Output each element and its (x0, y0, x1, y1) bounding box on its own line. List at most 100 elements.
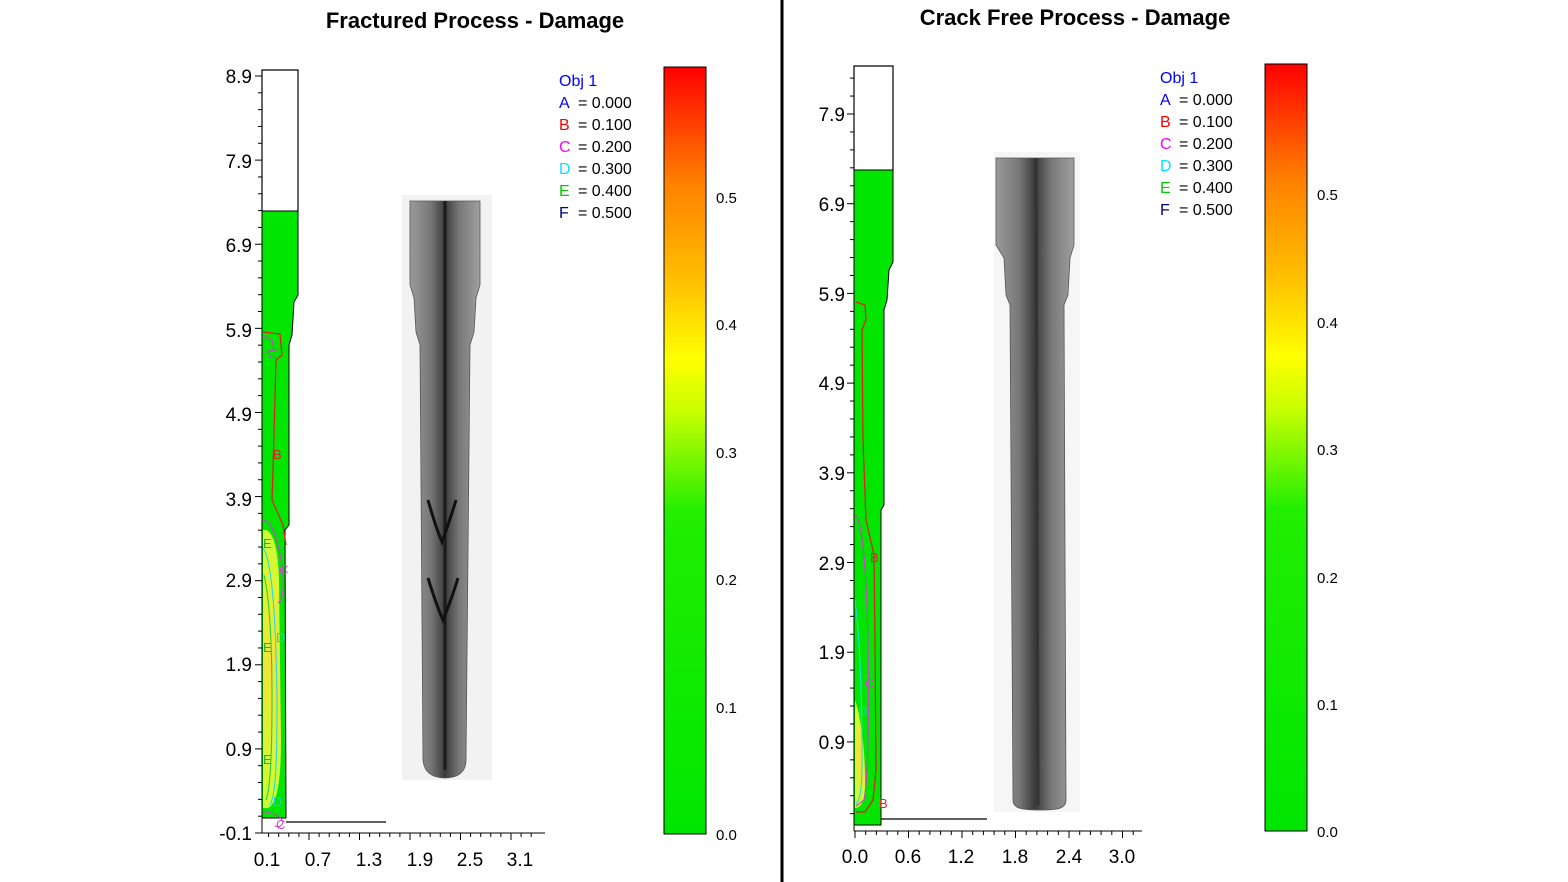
legend-key: E (559, 183, 570, 200)
contour-label: E (263, 752, 272, 767)
x-axis-ticks (854, 831, 1134, 838)
legend-key: A (559, 95, 570, 112)
colorbar-tick-label: 0.1 (1317, 697, 1338, 714)
legend-key: D (1160, 158, 1172, 175)
contour-label: B (879, 796, 888, 811)
x-tick-label: 1.9 (407, 850, 433, 871)
colorbar-tick-label: 0.3 (716, 445, 737, 462)
legend-key: F (559, 205, 569, 222)
contour-d (854, 599, 863, 805)
colorbar-gradient (663, 66, 707, 835)
y-tick-label: 6.9 (226, 236, 252, 257)
legend-row: B = 0.100 (1160, 114, 1233, 131)
y-tick-label: 7.9 (226, 152, 252, 173)
legend-row: B = 0.100 (559, 117, 632, 134)
contour-b (855, 301, 877, 813)
legend-value: = 0.200 (1179, 136, 1233, 153)
x-tick-label: 0.1 (254, 850, 280, 871)
colorbar-tick-label: 0.4 (716, 317, 737, 334)
legend-value: = 0.000 (578, 95, 632, 112)
contour-labels: B C D B (858, 550, 888, 811)
y-tick-labels: 7.9 6.9 5.9 4.9 3.9 2.9 1.9 0.9 (819, 105, 845, 754)
y-axis-ticks (255, 75, 262, 834)
die-outline (853, 65, 894, 170)
contour-label: B (273, 447, 282, 462)
contour-e (263, 574, 273, 801)
legend-key: E (1160, 180, 1171, 197)
legend-value: = 0.100 (1179, 114, 1233, 131)
contour-label: C (276, 817, 285, 832)
legend-title: Obj 1 (559, 73, 597, 90)
crack-free-specimen-photo (994, 152, 1080, 812)
contour-legend: Obj 1 A = 0.000 B = 0.100 C = 0.200 D = … (1160, 70, 1233, 219)
legend-value: = 0.300 (578, 161, 632, 178)
colorbar-gradient (1264, 63, 1308, 832)
x-axis-ticks (268, 833, 532, 840)
legend-row: C = 0.200 (1160, 136, 1233, 153)
specimen-body (853, 169, 894, 826)
colorbar: 0.5 0.4 0.3 0.2 0.1 0.0 (1264, 63, 1338, 841)
colorbar-tick-label: 0.4 (1317, 315, 1338, 332)
y-tick-label: 3.9 (226, 490, 252, 511)
fractured-specimen-photo (402, 195, 492, 780)
x-tick-label: 2.5 (457, 850, 483, 871)
colorbar-tick-label: 0.2 (1317, 570, 1338, 587)
legend-row: A = 0.000 (1160, 92, 1233, 109)
x-tick-label: 1.3 (356, 850, 382, 871)
y-axis-ticks (847, 77, 854, 815)
legend-title: Obj 1 (1160, 70, 1198, 87)
legend-key: B (1160, 114, 1171, 131)
contour-label: C (279, 562, 288, 577)
contour-labels: C B E C E D E D C (263, 346, 288, 832)
contour-label: D (276, 630, 285, 645)
panel-title: Fractured Process - Damage (326, 8, 624, 33)
panel-title: Crack Free Process - Damage (920, 5, 1231, 30)
contour-label: E (263, 640, 272, 655)
contour-label: D (858, 704, 867, 719)
legend-key: D (559, 161, 571, 178)
y-tick-label: 8.9 (226, 67, 252, 88)
legend-row: D = 0.300 (559, 161, 632, 178)
contour-label: B (870, 550, 879, 565)
y-tick-label: 5.9 (226, 321, 252, 342)
contour-c (262, 335, 275, 353)
x-tick-labels: 0.1 0.7 1.3 1.9 2.5 3.1 (254, 850, 533, 871)
contour-b (262, 331, 287, 546)
colorbar-tick-label: 0.3 (1317, 442, 1338, 459)
contour-base (262, 811, 284, 828)
legend-row: D = 0.300 (1160, 158, 1233, 175)
x-tick-label: 2.4 (1056, 847, 1083, 868)
y-tick-label: 7.9 (819, 105, 845, 126)
y-tick-label: 2.9 (819, 554, 845, 575)
legend-value: = 0.400 (578, 183, 632, 200)
legend-key: C (559, 139, 571, 156)
specimen-damage-contour-plot (853, 65, 987, 826)
legend-value: = 0.300 (1179, 158, 1233, 175)
y-tick-labels: 8.9 7.9 6.9 5.9 4.9 3.9 2.9 1.9 0.9 -0.1 (219, 67, 252, 845)
legend-row: A = 0.000 (559, 95, 632, 112)
legend-value: = 0.500 (1179, 202, 1233, 219)
legend-key: F (1160, 202, 1170, 219)
legend-value: = 0.500 (578, 205, 632, 222)
legend-row: E = 0.400 (559, 183, 632, 200)
x-tick-labels: 0.0 0.6 1.2 1.8 2.4 3.0 (842, 847, 1135, 868)
contour-c-lower (262, 519, 284, 604)
y-tick-label: 0.9 (819, 733, 845, 754)
colorbar: 0.5 0.4 0.3 0.2 0.1 0.0 (663, 66, 737, 844)
y-tick-label: 1.9 (226, 655, 252, 676)
contour-c (854, 514, 869, 807)
y-tick-label: 0.9 (226, 740, 252, 761)
legend-key: B (559, 117, 570, 134)
y-tick-label: 5.9 (819, 285, 845, 306)
contour-label: D (273, 794, 282, 809)
legend-value: = 0.000 (1179, 92, 1233, 109)
x-tick-label: 3.0 (1109, 847, 1135, 868)
contour-legend: Obj 1 A = 0.000 B = 0.100 C = 0.200 D = … (559, 73, 632, 222)
y-tick-label: 1.9 (819, 643, 845, 664)
high-damage-zone (855, 700, 866, 808)
contour-label: E (263, 536, 272, 551)
legend-value: = 0.100 (578, 117, 632, 134)
legend-key: A (1160, 92, 1171, 109)
contour-label: C (865, 676, 874, 691)
